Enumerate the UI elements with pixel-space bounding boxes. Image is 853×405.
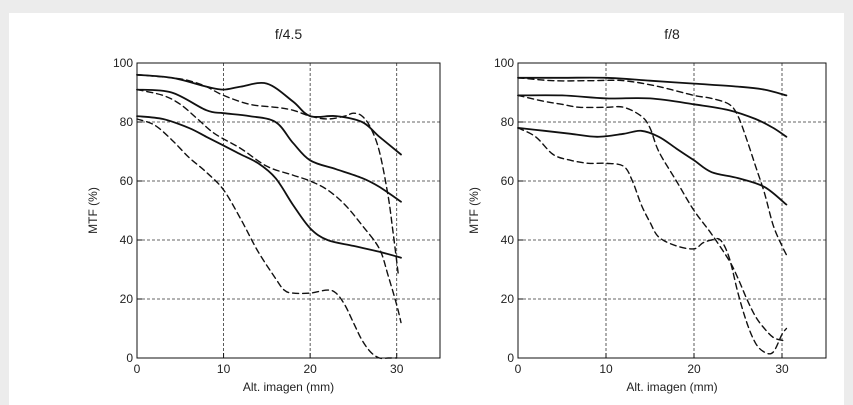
y-axis-label: MTF (%): [467, 187, 481, 234]
series-line-solid-3: [517, 127, 788, 206]
series-line-solid-2: [136, 88, 402, 203]
mtf-figure: 0 10 20 30 0 20 40 60 80 100 f/4.5 Alt. imagen (mm)…: [9, 13, 844, 405]
chart-panel-1: 0 10 20 30 0 20 40 60 80 100 f/4.5 Alt. imagen (mm)…: [86, 26, 441, 394]
y-tick-label: 20: [501, 292, 515, 306]
x-tick-label: 0: [515, 362, 522, 376]
x-axis-label: Alt. imagen (mm): [626, 380, 717, 394]
y-tick-label: 60: [120, 174, 134, 188]
y-tick-label: 100: [494, 56, 514, 70]
y-tick-label: 100: [113, 56, 133, 70]
x-tick-label: 30: [390, 362, 404, 376]
x-tick-label: 20: [303, 362, 317, 376]
y-tick-label: 80: [501, 115, 515, 129]
y-tick-label: 60: [501, 174, 515, 188]
series-line-dashed-4: [517, 77, 788, 256]
chart-title: f/4.5: [275, 26, 302, 42]
series-line-solid-1: [136, 73, 402, 156]
x-tick-label: 10: [217, 362, 231, 376]
y-tick-label: 40: [120, 233, 134, 247]
y-axis-label: MTF (%): [86, 187, 100, 234]
x-tick-label: 20: [687, 362, 701, 376]
y-tick-label: 20: [120, 292, 134, 306]
y-tick-label: 0: [126, 351, 133, 365]
chart-title: f/8: [664, 26, 680, 42]
series-line-solid-1: [517, 76, 788, 97]
x-tick-label: 10: [599, 362, 613, 376]
y-tick-label: 40: [501, 233, 515, 247]
plot-frame: [517, 62, 827, 359]
x-tick-label: 0: [134, 362, 141, 376]
series-line-solid-2: [517, 94, 788, 138]
chart-panel-2: 0 10 20 30 0 20 40 60 80 100 f/8 Alt. imagen (mm) MT…: [467, 26, 827, 394]
series-line-dashed-6: [136, 118, 398, 360]
x-axis-label: Alt. imagen (mm): [243, 380, 334, 394]
series-line-dashed-4: [136, 74, 400, 277]
series-line-dashed-5: [517, 94, 788, 342]
y-tick-label: 80: [120, 115, 134, 129]
series-line-solid-3: [136, 115, 402, 259]
series-line-dashed-6: [517, 127, 788, 355]
series-line-dashed-5: [136, 88, 402, 324]
x-tick-label: 30: [775, 362, 789, 376]
plot-frame: [136, 62, 441, 359]
y-tick-label: 0: [507, 351, 514, 365]
